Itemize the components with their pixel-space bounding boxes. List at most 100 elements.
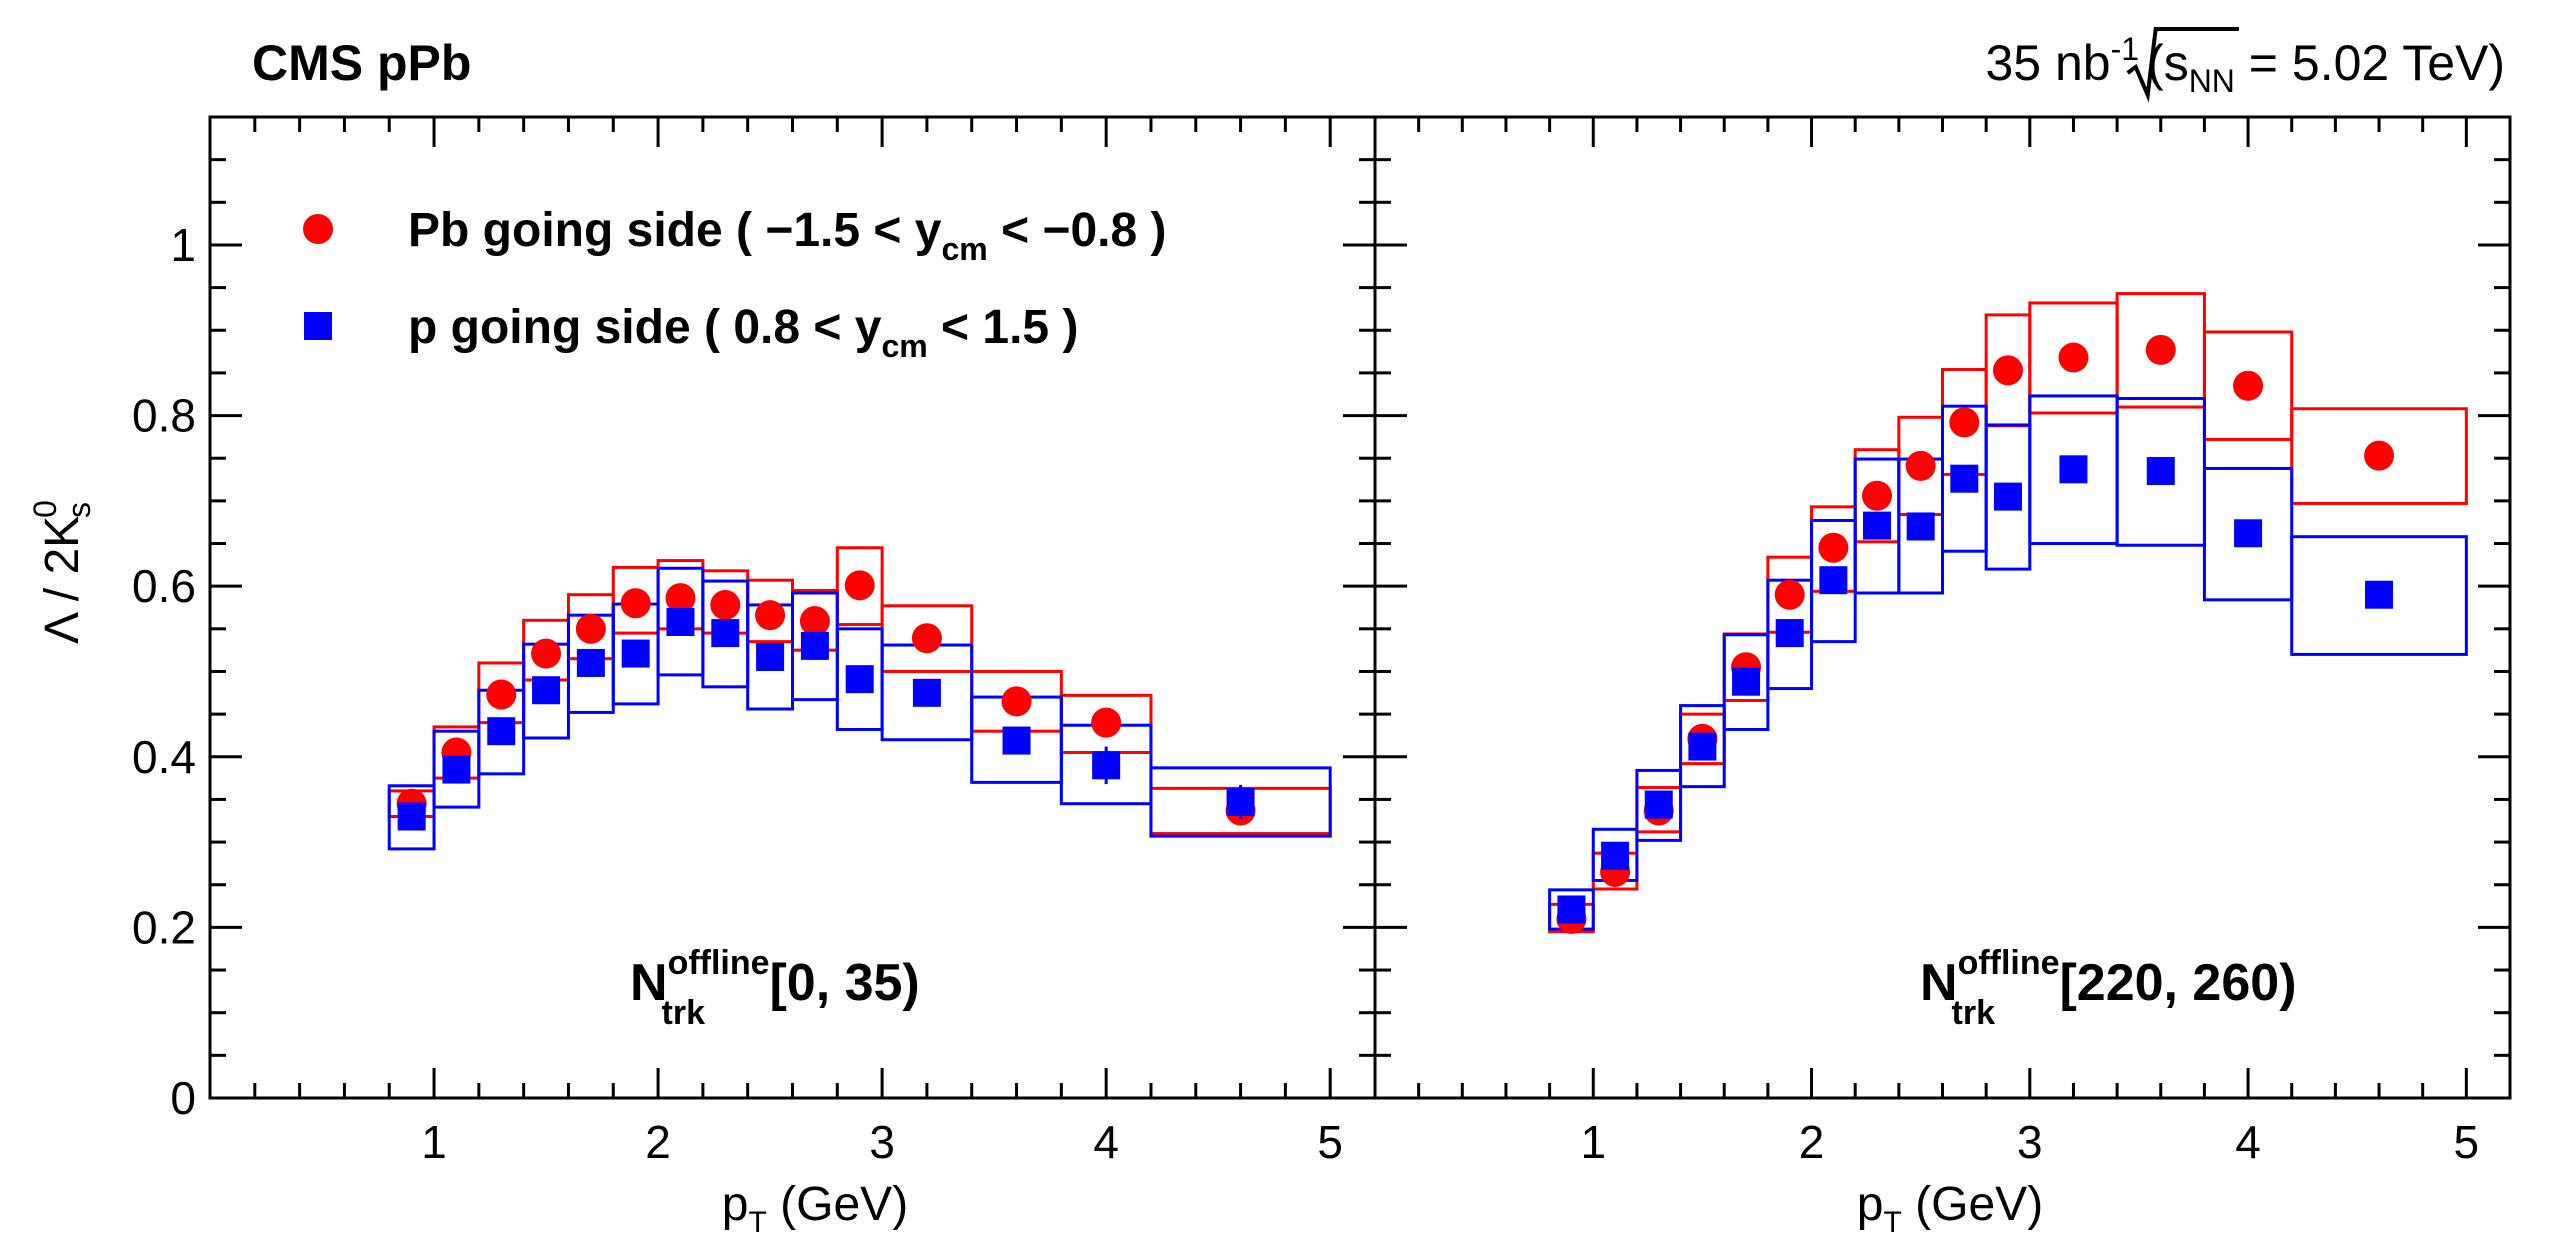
y-tick-label: 0	[170, 1072, 196, 1124]
data-point	[2146, 457, 2175, 486]
data-point	[575, 613, 606, 644]
sys-box	[835, 546, 884, 627]
legend-p-pre: p going side ( 0.8 < y	[408, 301, 882, 354]
legend-label-p: p going side ( 0.8 < ycm < 1.5 )	[408, 301, 1078, 364]
sys-box	[1679, 704, 1726, 789]
x-tick-label: 2	[1799, 1116, 1825, 1168]
x-tick-label: 1	[1580, 1116, 1606, 1168]
data-point	[799, 606, 830, 637]
data-point	[2059, 455, 2088, 484]
panel-label-n: N	[1920, 954, 1958, 1012]
data-point	[1644, 790, 1673, 819]
sys-box	[1635, 768, 1683, 842]
data-point	[2364, 440, 2395, 471]
x-tick-label: 2	[645, 1116, 671, 1168]
lumi-value: 35 nb	[1985, 35, 2110, 91]
panel-right: 1 2 3 4 5 pT (GeV) Noffline trk [220, 260)	[1373, 115, 2512, 1239]
data-point	[1001, 686, 1032, 717]
data-point	[1863, 511, 1892, 540]
x-tick-label: 5	[2454, 1116, 2480, 1168]
data-point	[1818, 532, 1849, 563]
data-point	[1688, 732, 1717, 761]
data-point	[1949, 407, 1980, 438]
panel-label-n: N	[630, 954, 668, 1012]
data-point	[397, 802, 426, 831]
data-point	[486, 679, 517, 710]
data-point	[912, 678, 941, 707]
data-point	[1862, 480, 1893, 511]
data-point	[2145, 334, 2176, 365]
x-title-p: p	[722, 1178, 749, 1231]
data-point	[911, 623, 942, 654]
data-point	[620, 588, 651, 619]
y-title-sub: s	[61, 502, 97, 518]
legend-pb-pre: Pb going side ( −1.5 < y	[408, 204, 942, 257]
data-point	[711, 619, 740, 648]
data-point	[487, 717, 516, 746]
x-title-p: p	[1857, 1178, 1884, 1231]
data-point	[800, 631, 829, 660]
panel-label-sup: offline	[668, 944, 770, 982]
x-tick-label: 3	[869, 1116, 895, 1168]
y-tick-label: 0.4	[132, 731, 196, 783]
sys-box	[2290, 407, 2468, 505]
x-axis-title: pT (GeV)	[1857, 1178, 2043, 1239]
data-point	[1092, 751, 1121, 780]
x-tick-label: 1	[421, 1116, 447, 1168]
data-point	[710, 589, 741, 620]
data-point	[1774, 579, 1805, 610]
legend-pb-post: < −0.8 )	[988, 204, 1167, 257]
data-point	[2233, 370, 2264, 401]
panel-label-sup: offline	[1958, 944, 2060, 982]
panel-label-sub: trk	[1952, 994, 1996, 1032]
data-point	[755, 600, 786, 631]
data-point	[1992, 355, 2023, 386]
data-point	[1905, 450, 1936, 481]
panel-left: 1 2 3 4 5 0 0.2 0.4 0.6 0.8 1 pT (GeV) Noffline trk […	[132, 115, 1377, 1239]
data-point	[576, 648, 605, 677]
data-point	[1906, 512, 1935, 541]
energy-sub: NN	[2189, 63, 2235, 99]
x-tick-label: 4	[2235, 1116, 2261, 1168]
data-point	[1226, 787, 1255, 816]
data-point	[844, 570, 875, 601]
panel-label: Noffline trk [220, 260)	[1920, 944, 2297, 1032]
y-axis-title: Λ / 2K0s	[27, 500, 97, 644]
data-point	[1775, 619, 1804, 648]
experiment-label: CMS pPb	[252, 35, 471, 91]
sys-box	[387, 784, 436, 851]
data-point	[1819, 566, 1848, 595]
data-point	[2234, 519, 2263, 548]
data-point	[1002, 726, 1031, 755]
x-tick-label: 4	[1093, 1116, 1119, 1168]
legend-label-pb: Pb going side ( −1.5 < ycm < −0.8 )	[408, 204, 1167, 267]
y-tick-label: 0.6	[132, 560, 196, 612]
energy-s: s	[2164, 35, 2189, 91]
data-point	[1732, 667, 1761, 696]
plot-frame-right	[1373, 115, 2512, 1100]
energy-rest: = 5.02 TeV)	[2235, 35, 2505, 91]
panel-label: Noffline trk [0, 35)	[630, 944, 920, 1032]
x-title-unit: (GeV)	[767, 1178, 908, 1231]
data-point	[1601, 841, 1630, 870]
y-tick-label: 0.8	[132, 390, 196, 442]
sqrt-symbol	[2126, 27, 2239, 103]
data-point	[1993, 482, 2022, 511]
legend: Pb going side ( −1.5 < ycm < −0.8 ) p go…	[303, 204, 1167, 364]
legend-p-sub: cm	[881, 328, 927, 364]
legend-marker-p	[304, 312, 332, 340]
y-tick-label: 0.2	[132, 901, 196, 953]
data-point	[665, 583, 696, 614]
sys-box	[2202, 466, 2294, 602]
data-point	[756, 642, 785, 671]
sys-box	[1149, 766, 1332, 838]
panel-label-range: [0, 35)	[755, 954, 920, 1012]
data-point	[2058, 342, 2089, 373]
y-tick-label: 1	[170, 219, 196, 271]
luminosity-label: 35 nb-1 (sNN = 5.02 TeV)	[1985, 31, 2505, 99]
data-point	[1557, 895, 1586, 924]
y-title-main: Λ / 2K	[36, 516, 89, 644]
data-point	[845, 665, 874, 694]
legend-p-post: < 1.5 )	[928, 301, 1079, 354]
data-point	[531, 638, 562, 669]
